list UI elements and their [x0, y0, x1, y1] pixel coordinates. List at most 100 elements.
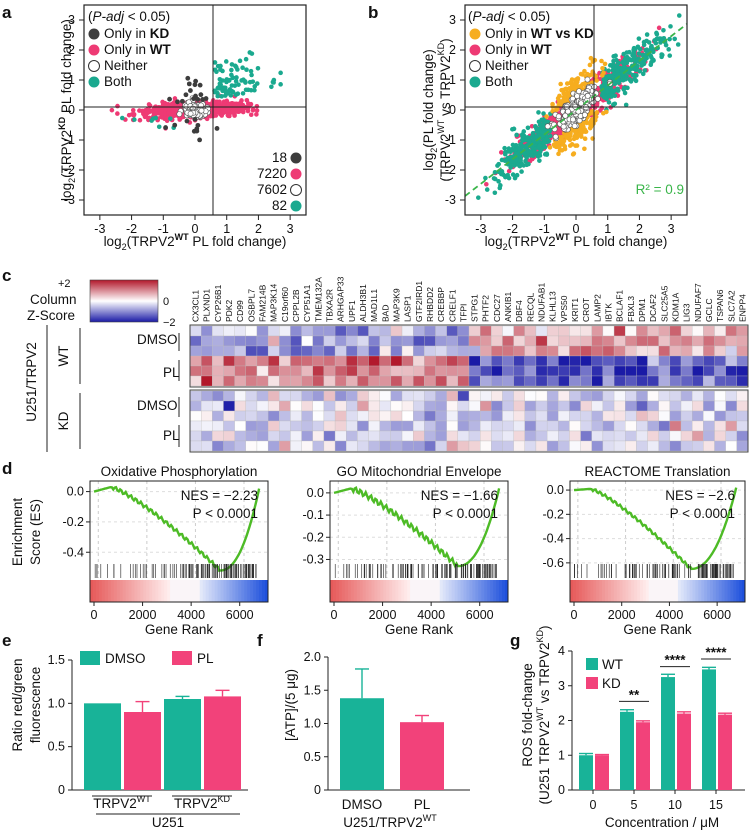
heatmap-cell	[457, 390, 470, 402]
panel-b: b -3 -2 -1 0 1 2 3 -3 -2 -1 0 1 2 3 (P-adj < 0.05) O…	[368, 3, 688, 252]
heatmap-cell	[580, 345, 592, 357]
x-tick-label-b: 0	[573, 222, 580, 236]
heatmap-cell	[468, 335, 481, 347]
heatmap-cell	[535, 335, 548, 347]
data-point-neither	[584, 76, 591, 83]
rank-gradient-cell	[229, 580, 233, 602]
heatmap-cell	[692, 430, 704, 442]
heatmap-cell	[267, 410, 280, 422]
heatmap-cell	[714, 325, 726, 337]
data-point-both	[119, 115, 125, 121]
data-point-both	[499, 169, 505, 174]
heatmap-cell	[703, 420, 715, 432]
rank-gradient-cell	[401, 580, 405, 602]
rank-gradient-cell	[95, 580, 100, 602]
heatmap-cell	[647, 440, 659, 452]
heatmap-cell	[502, 365, 514, 377]
heatmap-cell	[602, 410, 615, 422]
data-point-only-wt	[224, 98, 230, 104]
heatmap-cell	[279, 365, 291, 377]
heatmap-cell	[234, 390, 246, 402]
heatmap-cell	[468, 420, 481, 432]
data-point-both	[612, 93, 618, 99]
heatmap-cell	[714, 345, 726, 357]
data-point-only-wt-vs-kd	[602, 61, 608, 67]
data-point-only-wt-vs-kd	[587, 121, 593, 126]
rank-gradient-cell	[410, 580, 414, 602]
rank-gradient-cell	[607, 580, 612, 602]
heatmap-cell	[435, 325, 447, 337]
data-point-both	[676, 13, 682, 18]
x-tick-label-b: 1	[604, 222, 611, 236]
heatmap-cell	[524, 345, 537, 357]
heatmap-cell	[736, 325, 749, 337]
gsea-title: Oxidative Phosphorylation	[101, 464, 258, 479]
legend-text: Neither	[485, 58, 529, 73]
heatmap-cell	[647, 365, 659, 377]
data-point-both	[484, 187, 490, 192]
data-point-both	[255, 65, 261, 71]
data-point-only-wt-vs-kd	[582, 146, 587, 152]
heatmap-cell	[546, 400, 559, 412]
heatmap-cell	[524, 400, 537, 412]
gene-labels: CX3CL1 PLXND1 CYP26B1 PDK2 CD99 OSBPL7 FAM214B…	[191, 276, 748, 322]
data-point-only-wt	[204, 116, 210, 122]
heatmap-cell	[401, 345, 414, 357]
data-point-only-wt	[170, 112, 176, 117]
rank-gradient-cell	[572, 580, 577, 602]
data-point-neither	[544, 123, 551, 130]
heatmap-cell	[680, 345, 693, 357]
heatmap-cell	[212, 410, 224, 422]
data-point-both	[156, 124, 162, 130]
es-curve	[573, 487, 738, 571]
heatmap-cell	[346, 325, 358, 337]
rank-gradient-cell	[587, 580, 591, 602]
rank-gradient-cell	[173, 580, 177, 602]
heatmap-cell	[334, 355, 347, 367]
data-point-both	[616, 80, 622, 86]
heatmap-cell	[189, 375, 202, 387]
gene-label: CDC27	[492, 294, 502, 322]
heatmap-cell	[625, 410, 637, 422]
heatmap-cell	[669, 430, 682, 442]
heatmap-cell	[334, 400, 347, 412]
data-point-both	[630, 72, 636, 78]
y-tick-label: 0	[558, 783, 565, 797]
rank-gradient-cell	[119, 580, 124, 602]
bar-pl	[400, 722, 444, 790]
heatmap-cell	[234, 420, 246, 432]
heatmap-cell	[256, 430, 269, 442]
heatmap-cell	[580, 355, 592, 367]
gsea-border	[569, 480, 746, 603]
gene-label: VPS50	[559, 295, 569, 322]
significance-label: ****	[664, 653, 686, 668]
heatmap-cell	[524, 365, 537, 377]
heatmap-cell	[267, 400, 280, 412]
heatmap-cell	[413, 420, 425, 432]
heatmap-cell	[625, 400, 637, 412]
heatmap-cell	[189, 410, 202, 422]
rank-gradient-cell	[454, 580, 459, 602]
rank-gradient-cell	[701, 580, 705, 602]
heatmap-cell	[625, 355, 637, 367]
data-point-both	[223, 59, 229, 64]
data-point-both	[218, 63, 223, 69]
data-point-only-kd	[197, 137, 203, 143]
heatmap-cell	[301, 430, 313, 442]
rank-gradient-cell	[101, 580, 106, 602]
heatmap-cell	[267, 345, 280, 357]
gene-label: NDUFAB1	[537, 283, 547, 322]
heatmap-cell	[703, 365, 715, 377]
legend-text-bold: WT	[531, 42, 553, 57]
group-label-wt: WT	[56, 346, 71, 367]
data-point-both	[507, 155, 513, 160]
gene-label: C19orf60	[280, 287, 290, 322]
data-point-both	[497, 185, 503, 191]
rank-gradient-cell	[187, 580, 192, 602]
rank-gradient-cell	[640, 580, 644, 602]
legend-text: Only in	[104, 26, 150, 41]
rank-gradient-cell	[167, 580, 171, 602]
rank-gradient-cell	[724, 580, 728, 602]
y-tick-label-d: 0.0	[307, 486, 324, 500]
heatmap-cell	[457, 410, 470, 422]
